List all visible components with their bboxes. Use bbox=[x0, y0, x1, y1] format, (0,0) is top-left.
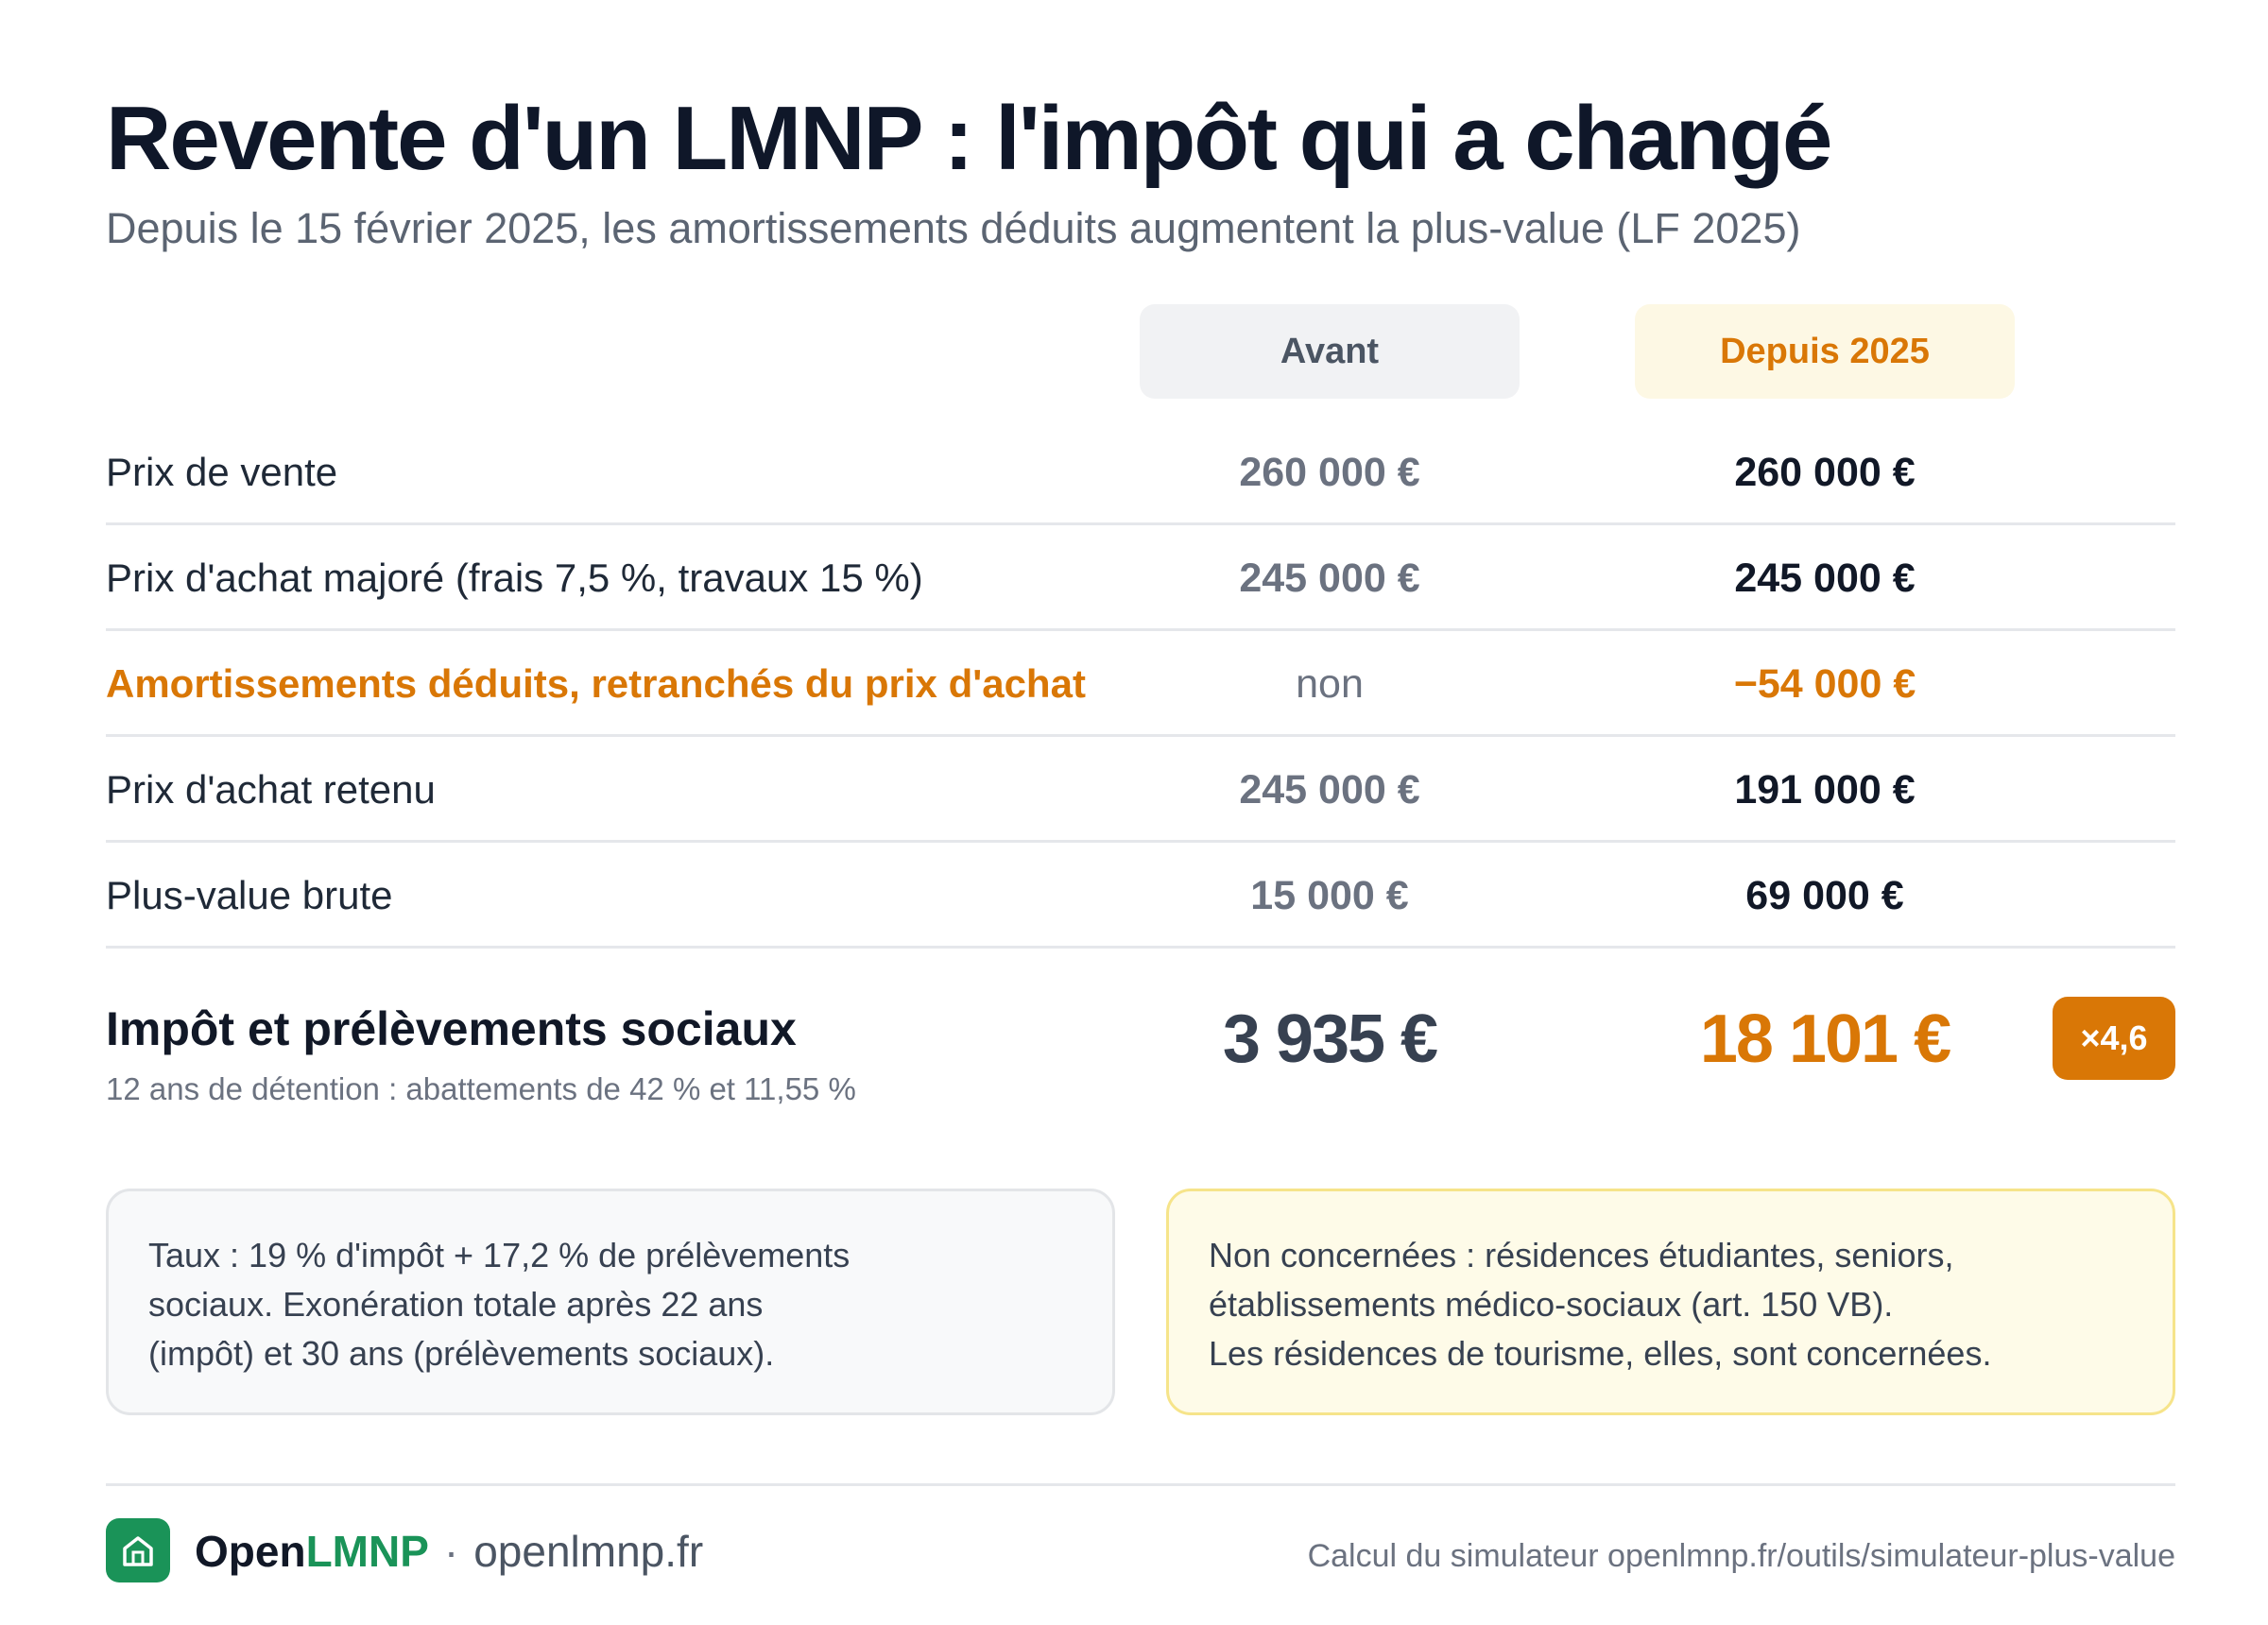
value-before: 260 000 € bbox=[1239, 449, 1420, 495]
brand: Open LMNP · openlmnp.fr bbox=[195, 1525, 703, 1578]
site-link[interactable]: openlmnp.fr bbox=[473, 1527, 704, 1576]
row-label: Amortissements déduits, retranchés du pr… bbox=[106, 661, 1086, 706]
column-header-before: Avant bbox=[1140, 304, 1520, 399]
value-before: non bbox=[1296, 660, 1364, 707]
table-row-retained-price: Prix d'achat retenu 245 000 € 191 000 € bbox=[106, 737, 2175, 843]
footer-divider bbox=[106, 1483, 2175, 1486]
card-line: Les résidences de tourisme, elles, sont … bbox=[1209, 1334, 1992, 1373]
row-label: Prix d'achat retenu bbox=[106, 767, 436, 812]
value-after: −54 000 € bbox=[1733, 660, 1916, 707]
card-line: établissements médico-sociaux (art. 150 … bbox=[1209, 1285, 1894, 1324]
page-subtitle: Depuis le 15 février 2025, les amortisse… bbox=[106, 204, 1801, 252]
exemptions-card: Non concernées : résidences étudiantes, … bbox=[1166, 1189, 2175, 1415]
total-note: 12 ans de détention : abattements de 42 … bbox=[106, 1071, 856, 1106]
table-row-sale-price: Prix de vente 260 000 € 260 000 € bbox=[106, 419, 2175, 525]
total-value-after: 18 101 € bbox=[1699, 1001, 1951, 1077]
card-line: Non concernées : résidences étudiantes, … bbox=[1209, 1236, 1954, 1274]
row-label: Plus-value brute bbox=[106, 873, 393, 917]
value-before: 245 000 € bbox=[1239, 766, 1420, 812]
value-after: 69 000 € bbox=[1745, 872, 1904, 918]
total-value-before: 3 935 € bbox=[1222, 1001, 1438, 1077]
source-credit: Calcul du simulateur openlmnp.fr/outils/… bbox=[1307, 1537, 2175, 1574]
rates-card: Taux : 19 % d'impôt + 17,2 % de prélèvem… bbox=[106, 1189, 1115, 1415]
card-line: sociaux. Exonération totale après 22 ans bbox=[148, 1285, 764, 1324]
column-header-after: Depuis 2025 bbox=[1635, 304, 2015, 399]
table-row-depreciation: Amortissements déduits, retranchés du pr… bbox=[106, 631, 2175, 737]
card-line: Taux : 19 % d'impôt + 17,2 % de prélèvem… bbox=[148, 1236, 850, 1274]
table-row-gross-gain: Plus-value brute 15 000 € 69 000 € bbox=[106, 843, 2175, 949]
row-label: Prix d'achat majoré (frais 7,5 %, travau… bbox=[106, 556, 923, 600]
page-title: Revente d'un LMNP : l'impôt qui a changé bbox=[106, 88, 1832, 189]
brand-separator: · bbox=[443, 1527, 459, 1576]
value-before: 15 000 € bbox=[1250, 872, 1409, 918]
value-after: 260 000 € bbox=[1734, 449, 1916, 495]
multiplier-badge: ×4,6 bbox=[2053, 997, 2175, 1080]
value-after: 245 000 € bbox=[1734, 555, 1916, 601]
house-icon bbox=[106, 1518, 170, 1582]
brand-name-part2: LMNP bbox=[305, 1527, 429, 1576]
card-line: (impôt) et 30 ans (prélèvements sociaux)… bbox=[148, 1334, 775, 1373]
value-before: 245 000 € bbox=[1239, 555, 1420, 601]
brand-name-part1: Open bbox=[195, 1527, 306, 1576]
table-row-purchase-price: Prix d'achat majoré (frais 7,5 %, travau… bbox=[106, 525, 2175, 631]
row-label: Prix de vente bbox=[106, 450, 338, 494]
total-label: Impôt et prélèvements sociaux bbox=[106, 1002, 797, 1055]
value-after: 191 000 € bbox=[1734, 766, 1916, 812]
